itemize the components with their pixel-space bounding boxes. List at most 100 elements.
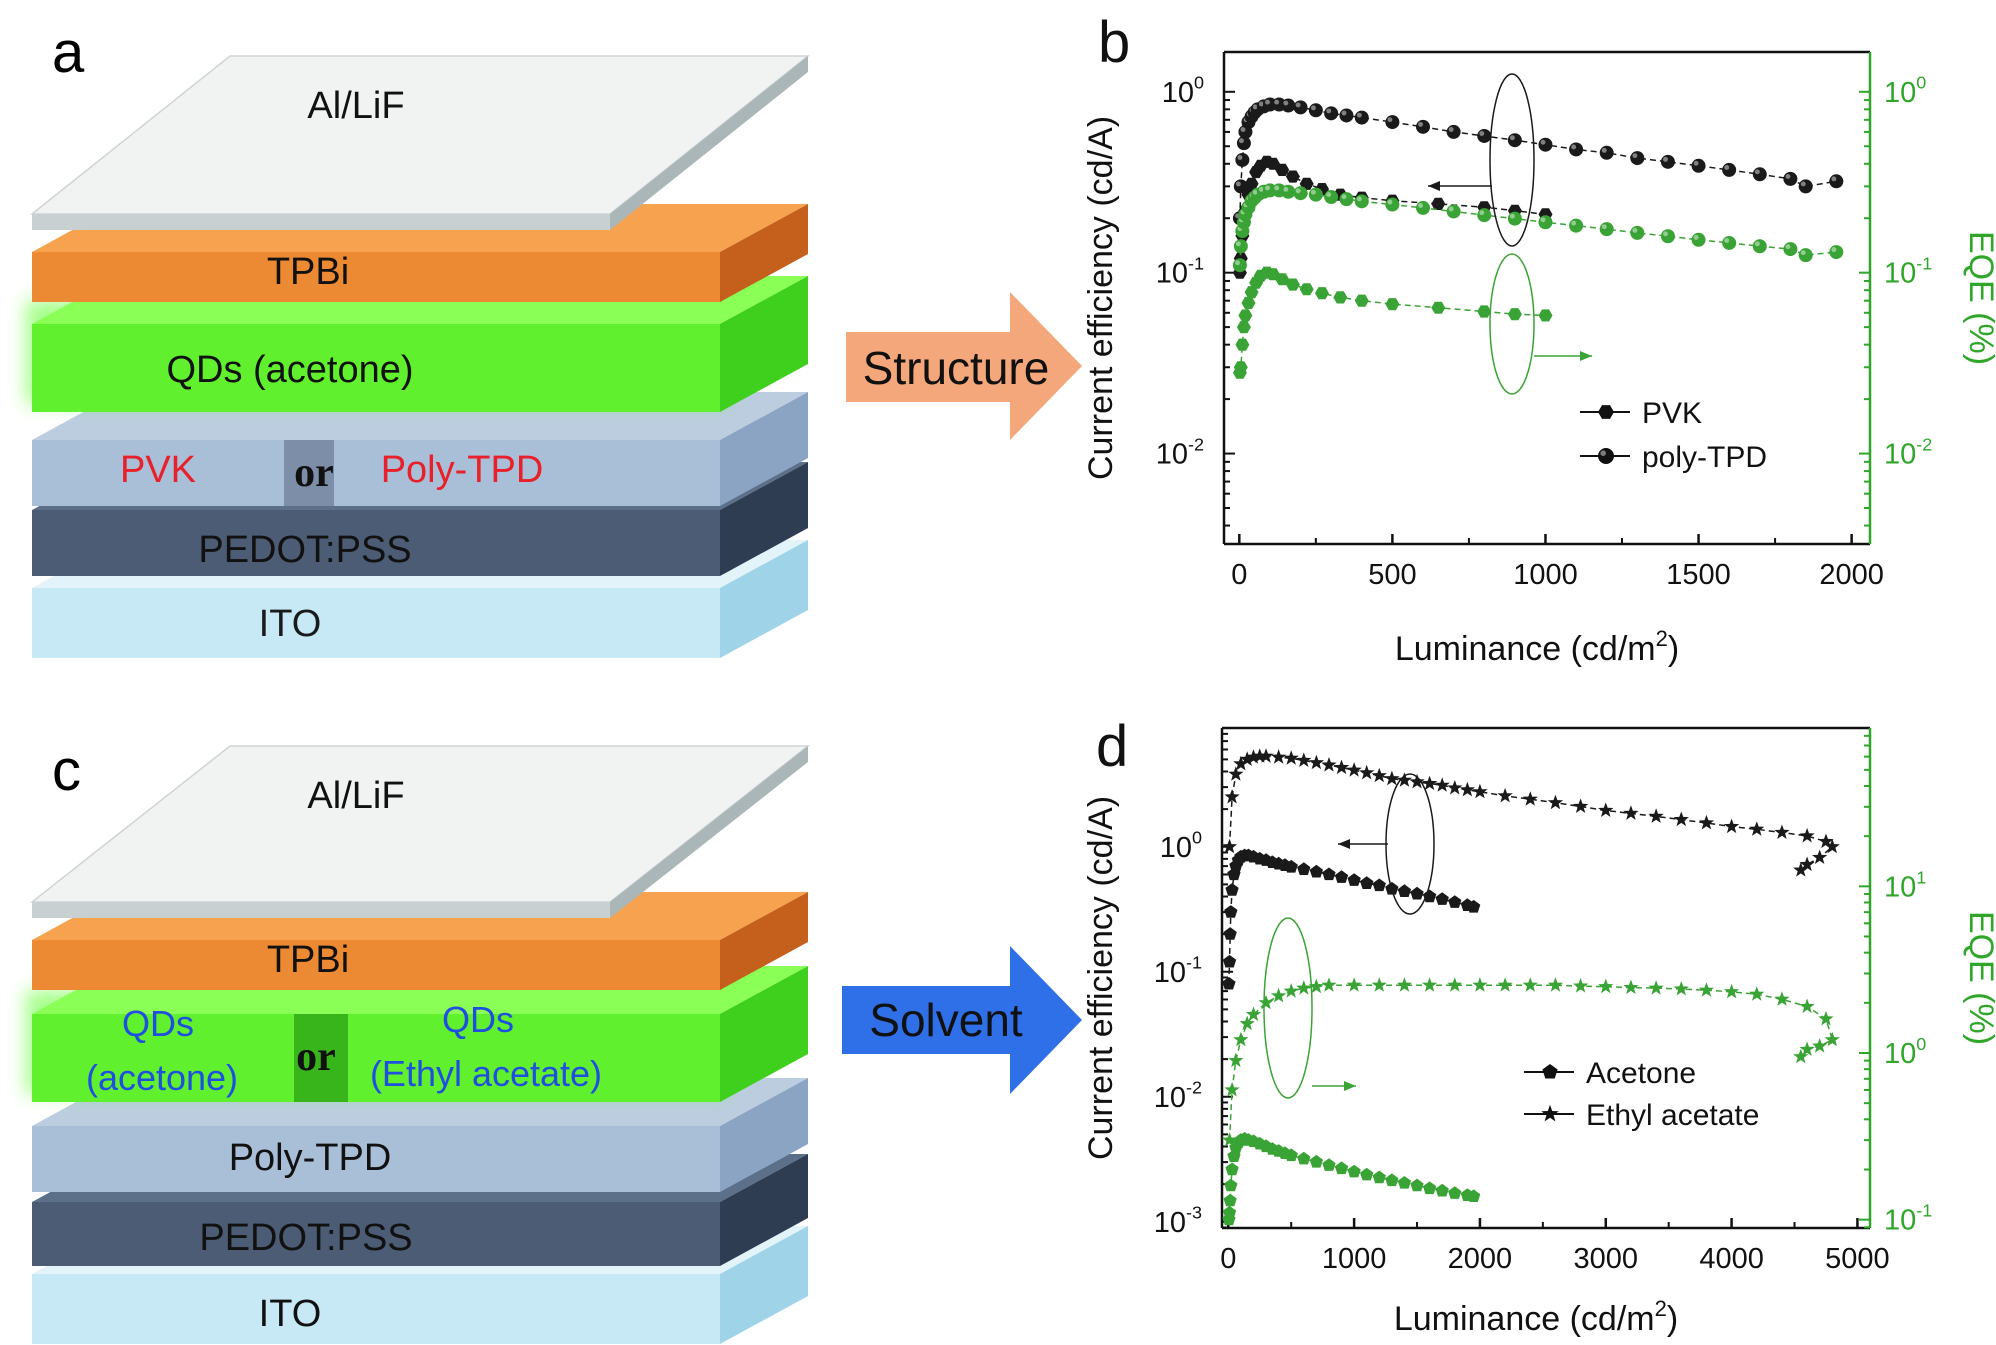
data-point-highlight	[1693, 234, 1699, 240]
data-point-highlight	[1295, 102, 1301, 108]
data-point	[1410, 886, 1424, 900]
c-layer-tpbi-label: TPBi	[267, 939, 349, 981]
data-point	[1538, 215, 1553, 230]
data-point	[1783, 171, 1798, 186]
y-tick-label-exp: 0	[1192, 828, 1202, 848]
structure-arrow-label: Structure	[863, 342, 1050, 394]
data-point	[1347, 1164, 1361, 1178]
data-point	[1812, 1038, 1828, 1053]
data-point-highlight	[1387, 199, 1393, 205]
qd-right-label-line2: (Ethyl acetate)	[370, 1053, 602, 1094]
x-axis-title-main: Luminance (cd/m	[1395, 630, 1656, 668]
data-point	[1222, 954, 1237, 968]
data-point-highlight	[1274, 99, 1280, 105]
data-point	[1660, 229, 1675, 244]
data-point	[1239, 1015, 1255, 1031]
data-point-highlight	[1252, 189, 1258, 195]
legend: PVK poly-TPD	[1580, 397, 1767, 474]
data-point-highlight	[1341, 194, 1347, 200]
x-tick-label: 2000	[1819, 559, 1884, 591]
data-point	[1347, 873, 1361, 886]
data-point	[1793, 862, 1809, 877]
data-point	[1225, 883, 1239, 896]
series-line	[1228, 755, 1834, 871]
x-tick-label: 5000	[1825, 1243, 1890, 1275]
data-point	[1296, 752, 1312, 767]
solvent-arrow: Solvent	[842, 946, 1082, 1094]
y2-tick-label-exp: 0	[1916, 1034, 1926, 1054]
data-point-highlight	[1831, 247, 1837, 253]
data-point-highlight	[1785, 173, 1791, 179]
data-point	[1783, 242, 1798, 257]
data-point	[1233, 179, 1248, 194]
legend: Acetone Ethyl acetate	[1524, 1057, 1759, 1132]
data-point	[1333, 759, 1350, 775]
data-point	[1233, 361, 1248, 374]
y-tick-label: 10-3	[1154, 1203, 1202, 1239]
data-point	[1384, 770, 1400, 786]
c-layer-ito-label: ITO	[259, 1293, 322, 1335]
data-point	[1774, 824, 1790, 839]
data-point	[1308, 754, 1324, 770]
data-point	[1354, 110, 1369, 125]
data-point	[1472, 977, 1488, 992]
panel-d-letter: d	[1096, 714, 1128, 779]
data-point-highlight	[1252, 104, 1258, 110]
y-tick-label-exp: -1	[1186, 953, 1202, 973]
data-point-highlight	[1571, 220, 1577, 226]
series-poly-tpd-ce	[1232, 97, 1844, 226]
data-point	[1258, 994, 1274, 1010]
data-point	[1507, 133, 1522, 148]
data-point	[1308, 187, 1323, 202]
series-acetone-eqe	[1222, 1132, 1481, 1226]
data-point	[1538, 309, 1553, 322]
data-point	[1812, 849, 1828, 864]
data-point	[1275, 273, 1290, 286]
panel-c: c ITO PEDOT:PSS Poly-TPD	[26, 738, 811, 1344]
y2-tick-label: 100	[1884, 73, 1926, 109]
data-point	[1224, 789, 1240, 804]
data-point	[1522, 977, 1538, 992]
data-point	[1385, 298, 1400, 311]
c-layer-al-lif-label: Al/LiF	[307, 775, 404, 817]
data-point	[1321, 757, 1337, 772]
data-point-highlight	[1663, 231, 1668, 237]
data-point	[1275, 163, 1290, 176]
data-point	[1232, 258, 1247, 273]
data-point	[1396, 977, 1413, 992]
x-tick-label: 3000	[1574, 1243, 1639, 1275]
data-point	[1423, 1181, 1437, 1195]
data-point	[1293, 100, 1308, 115]
y2-tick-label: 10-2	[1884, 435, 1932, 471]
htl-right-label: Poly-TPD	[381, 449, 544, 491]
data-point	[1698, 982, 1715, 997]
data-point-highlight	[1540, 139, 1546, 145]
data-point-highlight	[1310, 189, 1316, 195]
data-point	[1446, 204, 1461, 219]
annotation-1	[1263, 917, 1356, 1099]
x-axis-title-sup: 2	[1655, 1296, 1667, 1321]
data-point	[1829, 245, 1844, 260]
data-point	[1547, 794, 1564, 810]
data-point	[1372, 1170, 1386, 1184]
data-point	[1223, 927, 1237, 940]
data-point	[1224, 1081, 1240, 1097]
data-point-highlight	[1326, 108, 1332, 114]
legend-marker	[1598, 448, 1614, 464]
data-point	[1258, 748, 1274, 763]
y-tick-label-base: 10	[1156, 439, 1188, 471]
data-point	[1235, 338, 1250, 351]
qd-or-label: or	[296, 1034, 336, 1080]
data-point	[1224, 1178, 1238, 1192]
x-axis-title: Luminance (cd/m2)	[1394, 1296, 1678, 1338]
data-point	[1447, 977, 1463, 992]
data-point	[1818, 833, 1834, 849]
y2-tick-label-exp: 0	[1916, 73, 1926, 93]
data-point	[1410, 1178, 1424, 1192]
data-point	[1339, 192, 1354, 207]
data-point	[1799, 1041, 1815, 1056]
data-point	[1434, 777, 1450, 792]
data-point	[1422, 775, 1438, 791]
data-point	[1572, 978, 1589, 993]
data-point	[1397, 884, 1412, 897]
